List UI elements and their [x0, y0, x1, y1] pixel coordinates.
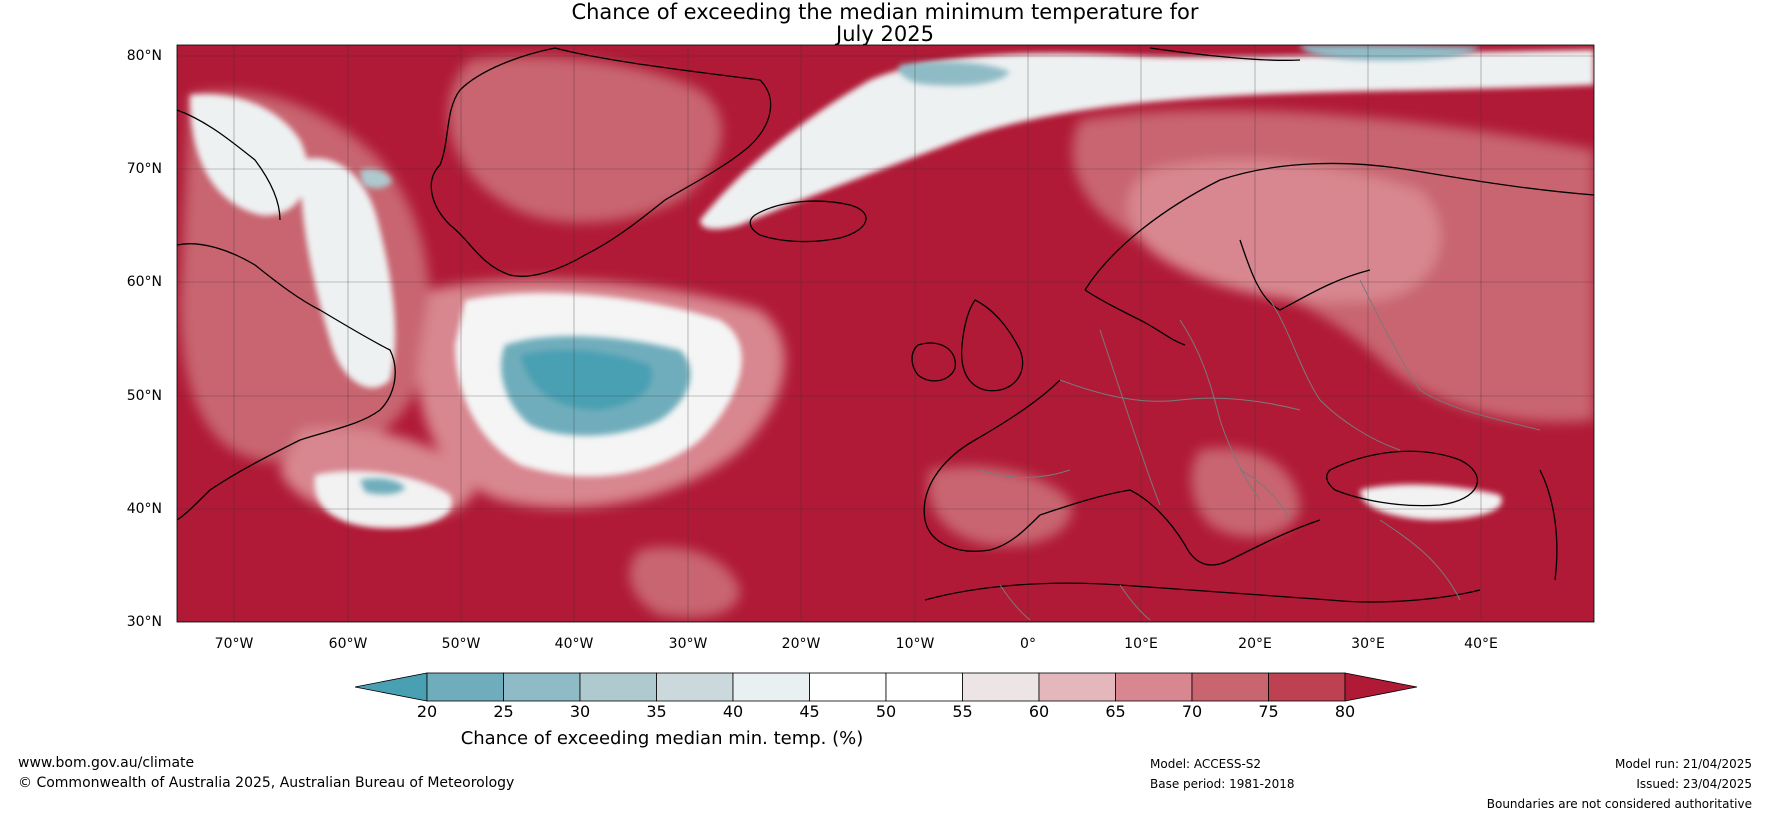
colorbar-segment	[1268, 672, 1346, 702]
map-title-line2: July 2025	[836, 22, 934, 46]
scandinavia-north-coast	[1084, 162, 1594, 291]
longitude-label: 30°W	[668, 636, 708, 652]
colorbar-tick-label: 20	[416, 702, 438, 721]
longitude-label: 20°W	[781, 636, 821, 652]
longitude-label: 50°W	[441, 636, 481, 652]
footer-disclaimer: Boundaries are not considered authoritat…	[1486, 797, 1752, 811]
norway-south-coast	[1084, 289, 1186, 346]
colorbar-tick-label: 35	[646, 702, 667, 721]
colorbar-tick-label: 70	[1181, 702, 1203, 721]
colorbar-extend-high	[1344, 672, 1418, 702]
colorbar-segment	[579, 672, 657, 702]
colorbar-segment	[962, 672, 1040, 702]
colorbar-extend-low	[354, 672, 428, 702]
colorbar-segment	[1191, 672, 1269, 702]
colorbar	[354, 672, 1418, 702]
map-plot-area	[177, 45, 1594, 622]
colorbar-segment	[1115, 672, 1193, 702]
longitude-label: 40°E	[1464, 636, 1498, 652]
colorbar-segment	[732, 672, 810, 702]
caspian-coast	[1539, 469, 1558, 581]
longitude-label: 10°E	[1124, 636, 1158, 652]
colorbar-tick-label: 80	[1334, 702, 1356, 721]
colorbar-tick-label: 40	[722, 702, 744, 721]
greenland-coast	[430, 47, 772, 277]
colorbar-tick-label: 45	[799, 702, 820, 721]
colorbar-tick-label: 50	[875, 702, 897, 721]
map-title-line1: Chance of exceeding the median minimum t…	[571, 0, 1199, 24]
colorbar-tick-label: 60	[1028, 702, 1050, 721]
colorbar-tick-label: 75	[1258, 702, 1279, 721]
iceland-coast	[749, 200, 867, 243]
latitude-label: 30°N	[126, 614, 162, 630]
latitude-label: 70°N	[126, 161, 162, 177]
latitude-label: 50°N	[126, 388, 162, 404]
low-probability-regions	[360, 45, 1480, 495]
colorbar-segment	[503, 672, 581, 702]
colorbar-tick-label: 55	[952, 702, 973, 721]
colorbar-segment	[426, 672, 504, 702]
longitude-label: 40°W	[554, 636, 594, 652]
svalbard-coast	[1149, 47, 1301, 61]
footer-model: Model: ACCESS-S2	[1150, 757, 1262, 771]
great-britain-coast	[960, 299, 1024, 392]
colorbar-title: Chance of exceeding median min. temp. (%…	[460, 728, 864, 749]
longitude-label: 60°W	[328, 636, 368, 652]
colorbar-segment	[656, 672, 734, 702]
longitude-label: 0°	[1020, 636, 1036, 652]
coastlines	[177, 47, 1594, 603]
north-africa-coast	[924, 582, 1481, 603]
colorbar-tick-label: 30	[569, 702, 591, 721]
colorbar-segment	[809, 672, 887, 702]
baffin-coast	[177, 109, 281, 221]
footer-issued: Issued: 23/04/2025	[1636, 777, 1752, 791]
graticule	[177, 45, 1594, 622]
longitude-label: 70°W	[214, 636, 254, 652]
colorbar-segment	[1038, 672, 1116, 702]
mediterranean-north-coast	[1039, 489, 1321, 566]
black-sea-coast	[1326, 450, 1478, 507]
latitude-label: 60°N	[126, 274, 162, 290]
longitude-label: 30°E	[1351, 636, 1385, 652]
western-europe-coast	[923, 379, 1061, 552]
footer-model-run: Model run: 21/04/2025	[1614, 757, 1752, 771]
longitude-label: 10°W	[895, 636, 935, 652]
colorbar-tick-label: 65	[1105, 702, 1126, 721]
baltic-coast	[1239, 239, 1371, 311]
north-america-coast	[177, 243, 396, 521]
footer-base-period: Base period: 1981-2018	[1150, 777, 1295, 791]
longitude-label: 20°E	[1238, 636, 1272, 652]
colorbar-segment	[885, 672, 963, 702]
country-borders	[979, 279, 1541, 621]
latitude-label: 40°N	[126, 501, 162, 517]
latitude-label: 80°N	[126, 48, 162, 64]
footer-copyright: © Commonwealth of Australia 2025, Austra…	[18, 775, 515, 791]
colorbar-tick-label: 25	[493, 702, 514, 721]
footer-website: www.bom.gov.au/climate	[18, 755, 195, 771]
map-frame	[176, 44, 1595, 623]
ireland-coast	[911, 342, 956, 382]
